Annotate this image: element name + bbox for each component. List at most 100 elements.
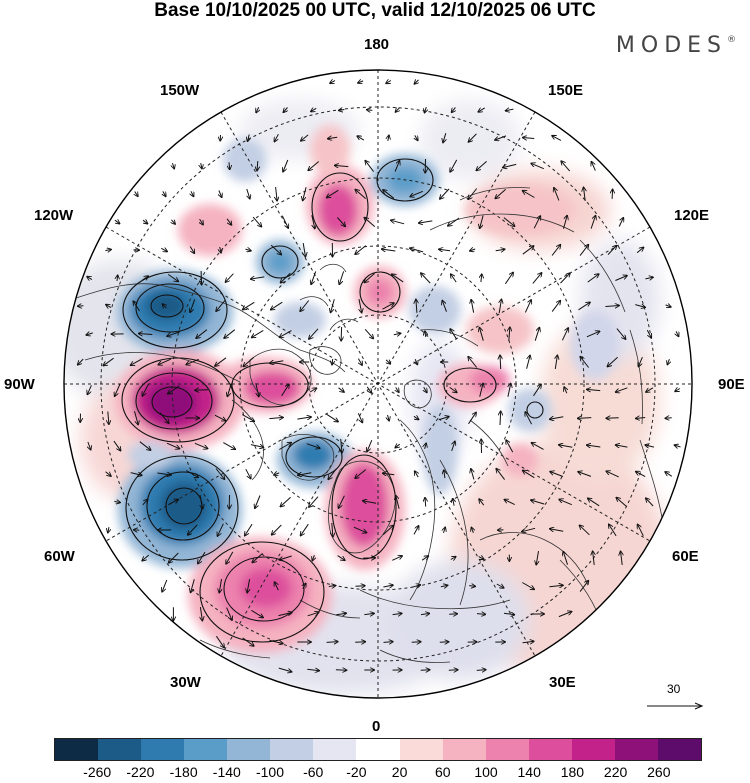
wind-arrow (280, 496, 291, 506)
wind-arrow (386, 360, 391, 364)
wind-arrow (163, 191, 166, 196)
wind-arrow (328, 137, 338, 138)
wind-arrow (411, 642, 421, 643)
wind-arrow (559, 445, 573, 447)
wind-arrow (496, 468, 505, 480)
reference-vector: 30 (645, 682, 705, 712)
wind-arrow (364, 328, 373, 338)
wind-arrow (392, 556, 402, 561)
wind-arrow (157, 473, 171, 475)
wind-arrow (331, 299, 335, 312)
wind-arrow (201, 270, 202, 285)
lon-label-0: 0 (372, 718, 381, 735)
colorbar-tick-label: -60 (303, 764, 324, 780)
wind-arrow (392, 274, 404, 283)
wind-arrow (503, 163, 517, 167)
wind-arrow (396, 387, 399, 393)
graticule (64, 70, 692, 698)
wind-arrow (495, 135, 507, 140)
wind-arrow (139, 441, 151, 451)
wind-arrow (200, 495, 203, 509)
wind-arrow (242, 637, 254, 646)
wind-arrow (108, 526, 109, 533)
wind-arrow (227, 383, 232, 396)
wind-arrow (424, 387, 427, 392)
wind-arrow (549, 585, 563, 587)
colorbar (54, 738, 702, 761)
wind-arrow (388, 135, 389, 142)
lon-label-150e: 150E (548, 82, 584, 99)
wind-arrow (103, 357, 114, 366)
wind-arrow (382, 303, 395, 310)
wind-arrow (381, 249, 396, 251)
colorbar-swatch (614, 739, 658, 760)
wind-arrow (247, 188, 250, 199)
wind-arrow (665, 305, 672, 307)
wind-arrow (358, 81, 364, 83)
wind-arrow (388, 414, 390, 421)
wind-arrow (357, 412, 362, 423)
wind-arrow (522, 191, 535, 198)
wind-arrow (270, 244, 281, 255)
wind-arrow (440, 188, 450, 199)
wind-arrow (338, 495, 345, 509)
wind-arrow (271, 301, 283, 310)
lon-label-30e: 30E (549, 674, 576, 691)
wind-arrow (248, 134, 250, 142)
wind-arrow (578, 472, 592, 477)
colorbar-tick-label: -100 (255, 764, 285, 780)
wind-arrow (525, 412, 533, 425)
wind-arrow (215, 357, 227, 366)
wind-arrow (425, 497, 426, 507)
wind-arrow (676, 331, 679, 336)
wind-arrow (105, 471, 112, 477)
wind-arrow (382, 525, 394, 536)
wind-arrow (223, 442, 235, 450)
colorbar-swatch (141, 739, 185, 760)
colorbar-swatch (356, 739, 400, 760)
wind-arrow (450, 557, 456, 560)
wind-arrow (531, 163, 544, 170)
wind-arrow (531, 443, 544, 450)
polar-map (63, 69, 693, 699)
wind-arrow (297, 417, 311, 419)
wind-arrow (615, 276, 627, 281)
lon-label-120w: 120W (34, 207, 74, 224)
wind-arrow (355, 586, 366, 587)
wind-arrow (505, 109, 514, 111)
wind-arrow (366, 386, 371, 393)
wind-arrow (113, 440, 121, 451)
wind-arrow (415, 135, 418, 140)
registered-mark: ® (727, 35, 736, 45)
wind-arrow (307, 669, 319, 670)
wind-arrow (421, 556, 429, 561)
wind-arrow (495, 189, 506, 198)
wind-arrow (283, 107, 287, 113)
wind-arrow (142, 383, 150, 396)
map-boundary (63, 69, 693, 699)
wind-arrow (166, 442, 180, 449)
wind-arrow (328, 468, 337, 479)
wind-arrow (532, 273, 542, 284)
wind-arrow (646, 387, 654, 392)
colorbar-swatch (184, 739, 228, 760)
colorbar-swatch (485, 739, 529, 760)
wind-arrow (536, 551, 538, 565)
wind-arrow (269, 417, 283, 418)
wind-arrow (645, 445, 655, 447)
colorbar-tick-label: -260 (83, 764, 112, 780)
wind-arrow (415, 359, 417, 365)
lon-label-90e: 90E (718, 376, 745, 393)
wind-arrow (189, 246, 194, 254)
wind-arrow (353, 526, 367, 533)
wind-arrow (134, 411, 139, 425)
colorbar-tick-label: 260 (647, 764, 671, 780)
wind-arrow (450, 159, 458, 172)
modes-logo: MODES® (616, 33, 736, 58)
wind-arrow (444, 470, 445, 479)
wind-arrow (439, 417, 450, 420)
wind-arrow (274, 133, 279, 142)
wind-arrow (563, 215, 568, 229)
wind-arrow (636, 247, 644, 254)
wind-arrow (217, 523, 224, 537)
